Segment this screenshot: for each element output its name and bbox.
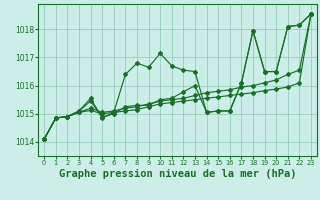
- X-axis label: Graphe pression niveau de la mer (hPa): Graphe pression niveau de la mer (hPa): [59, 169, 296, 179]
